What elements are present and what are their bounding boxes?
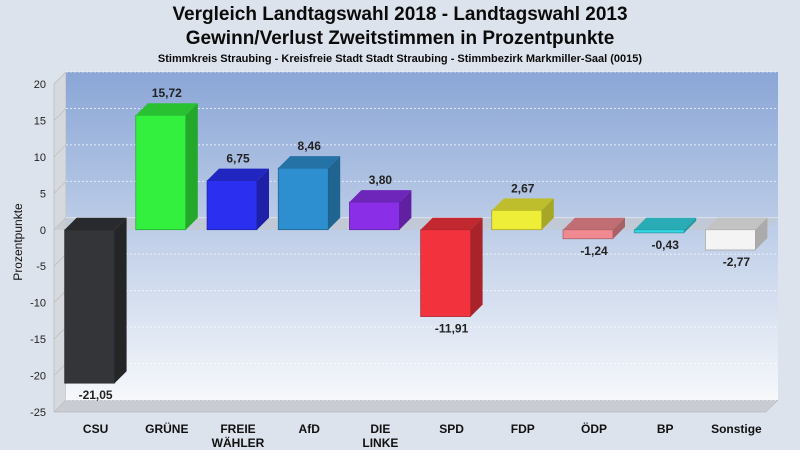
bar-top [135, 103, 198, 116]
bar-side [114, 217, 127, 384]
bar-side [328, 156, 341, 230]
y-tick-label: 15 [34, 115, 46, 127]
data-label: -0,43 [652, 238, 680, 252]
bar-top [64, 217, 127, 230]
bar-top [705, 217, 768, 230]
y-tick-label: 0 [40, 225, 46, 237]
gridline-wall [53, 108, 67, 121]
data-label: -11,91 [435, 322, 469, 336]
bar-front [206, 180, 258, 231]
bar-top [278, 156, 341, 169]
bar [206, 168, 269, 231]
bar-front [349, 201, 400, 231]
bar [633, 217, 697, 234]
bar-front [491, 210, 543, 231]
bar-side [185, 103, 198, 230]
bar-front [420, 229, 471, 317]
x-tick-label: DIE [370, 422, 390, 436]
x-tick-label: FDP [511, 422, 535, 436]
data-label: -2,77 [723, 255, 751, 269]
bar-front [562, 229, 614, 240]
data-label: 6,75 [226, 152, 250, 166]
chart-left-wall [53, 71, 67, 413]
y-tick-label: -15 [30, 334, 46, 346]
x-tick-label: CSU [83, 422, 108, 436]
gridline-wall [53, 290, 67, 303]
bar-top [207, 168, 269, 181]
y-axis-label: Prozentpunkte [11, 203, 25, 281]
y-tick-label: 20 [34, 79, 46, 91]
bar-front [277, 167, 329, 231]
bar-top [491, 198, 554, 211]
x-tick-label: WÄHLER [212, 435, 265, 450]
bar-side [541, 198, 554, 230]
bar [562, 217, 625, 240]
bar-front [705, 229, 756, 251]
bar [420, 217, 483, 317]
bar-side [755, 217, 768, 250]
bar-front [64, 229, 115, 384]
x-tick-label: ÖDP [581, 421, 607, 436]
bar [277, 156, 341, 231]
bar-top [420, 217, 483, 230]
bar [491, 198, 554, 231]
x-tick-label: LINKE [362, 436, 398, 450]
gridline-wall [53, 71, 67, 85]
chart-subtitle: Gewinn/Verlust Zweitstimmen in Prozentpu… [185, 28, 615, 49]
y-tick-label: -5 [36, 261, 46, 273]
gridline-wall [53, 326, 67, 340]
bar-top [563, 217, 625, 230]
data-label: -1,24 [580, 244, 608, 258]
x-tick-label: SPD [439, 422, 464, 436]
y-tick-label: -20 [30, 371, 46, 383]
bar-top [634, 217, 697, 230]
x-tick-label: BP [657, 422, 674, 436]
x-tick-label: FREIE [220, 422, 255, 436]
y-tick-label: -25 [30, 407, 46, 419]
x-tick-label: GRÜNE [145, 421, 188, 436]
data-label: 15,72 [152, 86, 182, 100]
bar-front [633, 229, 685, 234]
bar [135, 103, 198, 231]
data-label: -21,05 [79, 388, 113, 402]
bar [705, 217, 768, 251]
data-label: 3,80 [369, 173, 393, 187]
bar-side [257, 168, 269, 230]
chart-title: Vergleich Landtagswahl 2018 - Landtagswa… [172, 4, 628, 25]
y-tick-label: 5 [40, 188, 46, 200]
data-label: 8,46 [298, 139, 322, 153]
x-tick-label: Sonstige [711, 422, 762, 436]
bar-side [684, 217, 697, 233]
gridline-wall [53, 253, 67, 267]
bar-front [135, 114, 187, 231]
y-tick-label: -10 [30, 298, 46, 310]
bar-side [470, 217, 483, 317]
gridline-wall [53, 181, 67, 194]
bar-side [613, 217, 625, 239]
bar-side [399, 190, 412, 230]
y-tick-label: 10 [34, 152, 46, 164]
gridline-wall [53, 399, 67, 413]
gridline-wall [53, 363, 67, 376]
chart-floor [53, 399, 779, 413]
bar [64, 217, 127, 384]
x-tick-label: AfD [299, 422, 321, 436]
chart-caption: Stimmkreis Straubing - Kreisfreie Stadt … [157, 53, 643, 65]
bar [349, 190, 412, 231]
bar-top [349, 190, 412, 203]
gridline-wall [53, 144, 67, 158]
data-label: 2,67 [511, 181, 535, 195]
